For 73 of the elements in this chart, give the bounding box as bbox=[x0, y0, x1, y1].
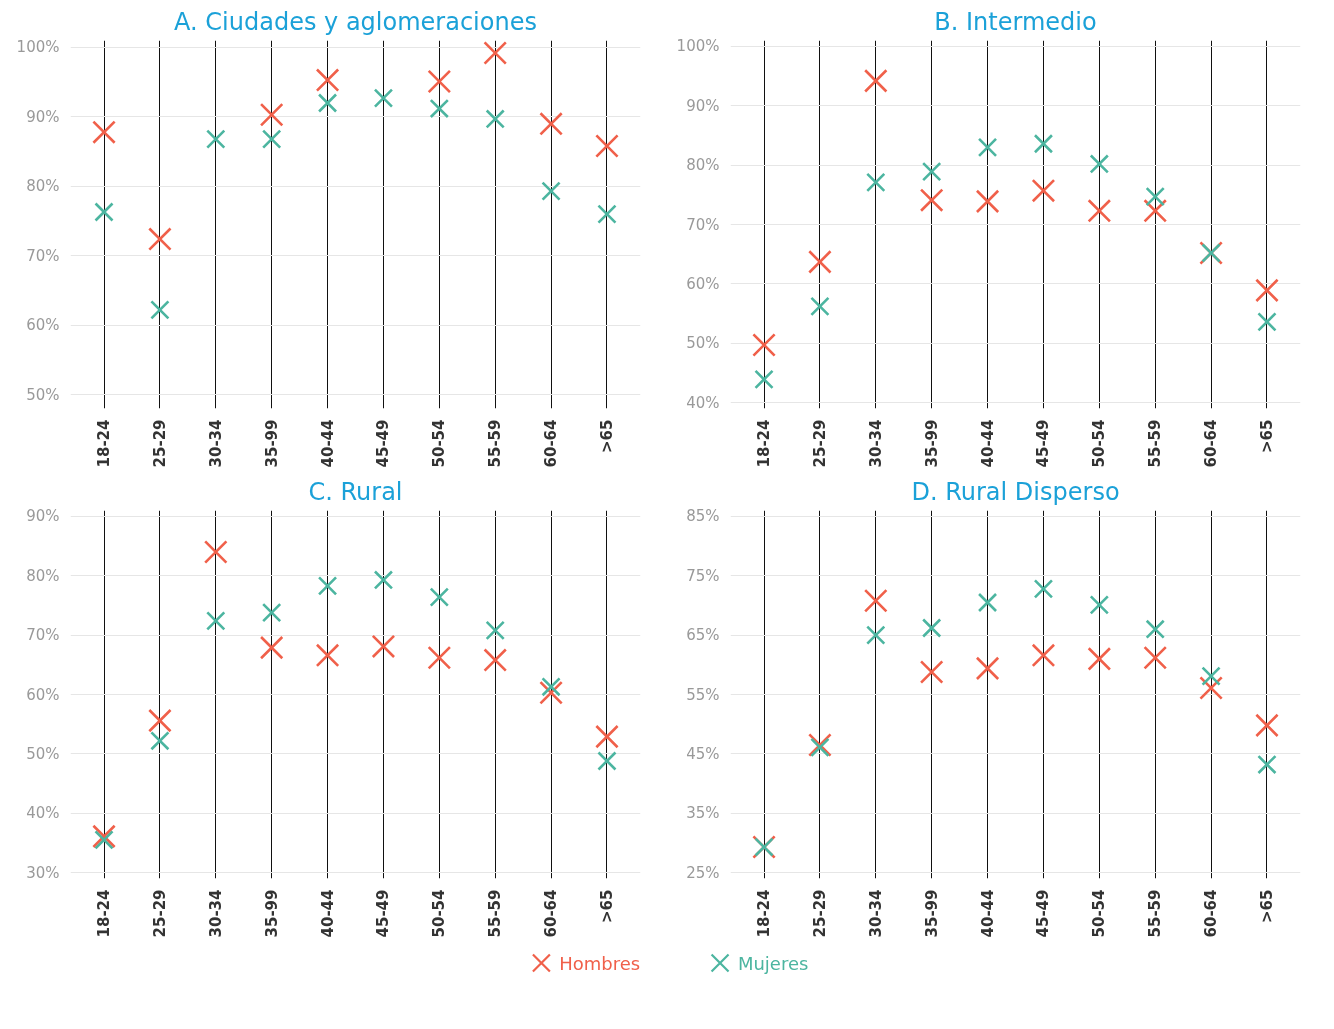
x-tick-label: 25-29 bbox=[810, 889, 829, 938]
chart-title: D. Rural Disperso bbox=[911, 477, 1120, 506]
y-tick-label: 30% bbox=[26, 863, 60, 882]
x-tick-label: >65 bbox=[1257, 419, 1276, 453]
x-tick-label: 35-99 bbox=[922, 419, 941, 468]
x-tick-label: 60-64 bbox=[542, 889, 561, 938]
x-tick-label: >65 bbox=[597, 419, 616, 453]
x-tick-label: 60-64 bbox=[542, 419, 561, 468]
x-tick-label: 55-59 bbox=[486, 419, 505, 468]
x-tick-label: 55-59 bbox=[1146, 419, 1165, 468]
y-tick-label: 85% bbox=[686, 507, 720, 526]
x-tick-label: 60-64 bbox=[1202, 419, 1221, 468]
x-tick-label: 55-59 bbox=[1146, 889, 1165, 938]
x-tick-label: 45-49 bbox=[1034, 419, 1053, 468]
legend-label: Mujeres bbox=[737, 952, 809, 974]
x-tick-label: 18-24 bbox=[95, 889, 114, 938]
x-tick-label: 30-34 bbox=[866, 889, 885, 938]
x-tick-label: 40-44 bbox=[318, 419, 337, 468]
y-tick-label: 35% bbox=[686, 804, 720, 823]
x-tick-label: 50-54 bbox=[1090, 889, 1109, 938]
y-tick-label: 100% bbox=[676, 37, 720, 56]
x-tick-label: 45-49 bbox=[374, 889, 393, 938]
x-tick-label: 40-44 bbox=[978, 419, 997, 468]
x-tick-label: 25-29 bbox=[150, 889, 169, 938]
x-tick-label: 18-24 bbox=[755, 889, 774, 938]
x-tick-label: 30-34 bbox=[866, 419, 885, 468]
y-tick-label: 80% bbox=[26, 566, 60, 585]
x-tick-label: 35-99 bbox=[922, 889, 941, 938]
x-tick-label: 25-29 bbox=[810, 419, 829, 468]
chart-title: A. Ciudades y aglomeraciones bbox=[174, 7, 537, 36]
x-tick-label: 25-29 bbox=[150, 419, 169, 468]
y-tick-label: 90% bbox=[26, 507, 60, 526]
x-tick-label: 30-34 bbox=[206, 889, 225, 938]
y-tick-label: 90% bbox=[26, 107, 60, 126]
y-tick-label: 25% bbox=[686, 863, 720, 882]
y-tick-label: 60% bbox=[26, 316, 60, 335]
y-tick-label: 65% bbox=[686, 626, 720, 645]
y-tick-label: 60% bbox=[686, 274, 720, 293]
y-tick-label: 50% bbox=[26, 744, 60, 763]
y-tick-label: 55% bbox=[686, 685, 720, 704]
chart-title: B. Intermedio bbox=[934, 7, 1097, 36]
x-tick-label: 45-49 bbox=[374, 419, 393, 468]
y-tick-label: 70% bbox=[686, 215, 720, 234]
y-tick-label: 100% bbox=[16, 38, 60, 57]
x-tick-label: 45-49 bbox=[1034, 889, 1053, 938]
chart-title: C. Rural bbox=[308, 477, 403, 506]
legend-label: Hombres bbox=[559, 952, 641, 974]
x-tick-label: 18-24 bbox=[755, 419, 774, 468]
y-tick-label: 40% bbox=[26, 804, 60, 823]
y-tick-label: 50% bbox=[26, 385, 60, 404]
x-tick-label: 50-54 bbox=[1090, 419, 1109, 468]
x-tick-label: 40-44 bbox=[978, 889, 997, 938]
x-tick-label: 35-99 bbox=[262, 419, 281, 468]
y-tick-label: 80% bbox=[686, 156, 720, 175]
x-tick-label: 50-54 bbox=[430, 889, 449, 938]
y-tick-label: 80% bbox=[26, 177, 60, 196]
y-tick-label: 75% bbox=[686, 566, 720, 585]
x-tick-label: 60-64 bbox=[1202, 889, 1221, 938]
y-tick-label: 70% bbox=[26, 246, 60, 265]
y-tick-label: 60% bbox=[26, 685, 60, 704]
x-tick-label: 18-24 bbox=[95, 419, 114, 468]
y-tick-label: 50% bbox=[686, 334, 720, 353]
y-tick-label: 45% bbox=[686, 744, 720, 763]
x-tick-label: >65 bbox=[1257, 889, 1276, 923]
x-tick-label: 40-44 bbox=[318, 889, 337, 938]
y-tick-label: 40% bbox=[686, 393, 720, 412]
x-tick-label: 35-99 bbox=[262, 889, 281, 938]
x-tick-label: 30-34 bbox=[206, 419, 225, 468]
y-tick-label: 70% bbox=[26, 626, 60, 645]
x-tick-label: 55-59 bbox=[486, 889, 505, 938]
y-tick-label: 90% bbox=[686, 96, 720, 115]
x-tick-label: >65 bbox=[597, 889, 616, 923]
x-tick-label: 50-54 bbox=[430, 419, 449, 468]
